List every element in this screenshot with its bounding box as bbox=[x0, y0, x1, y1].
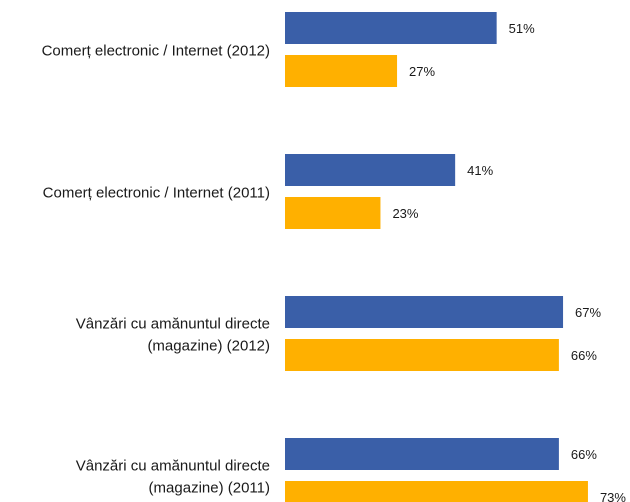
data-label: 67% bbox=[575, 305, 601, 320]
category-label: (magazine) (2012) bbox=[147, 338, 270, 355]
bar bbox=[285, 481, 588, 502]
data-label: 73% bbox=[600, 490, 626, 502]
data-label: 66% bbox=[571, 447, 597, 462]
bar bbox=[285, 154, 456, 186]
bar bbox=[285, 55, 398, 87]
category-label: Comerț electronic / Internet (2012) bbox=[42, 43, 270, 60]
bar bbox=[285, 197, 381, 229]
bar bbox=[285, 438, 559, 470]
data-label: 23% bbox=[392, 206, 418, 221]
category-label: Comerț electronic / Internet (2011) bbox=[43, 185, 270, 202]
data-label: 27% bbox=[409, 64, 435, 79]
bar bbox=[285, 12, 497, 44]
data-label: 41% bbox=[467, 163, 493, 178]
bar bbox=[285, 296, 564, 328]
data-label: 66% bbox=[571, 348, 597, 363]
category-label: Vânzări cu amănuntul directe bbox=[76, 316, 270, 333]
category-label: (magazine) (2011) bbox=[149, 480, 270, 497]
data-label: 51% bbox=[509, 21, 535, 36]
bar bbox=[285, 339, 559, 371]
category-label: Vânzări cu amănuntul directe bbox=[76, 458, 270, 475]
